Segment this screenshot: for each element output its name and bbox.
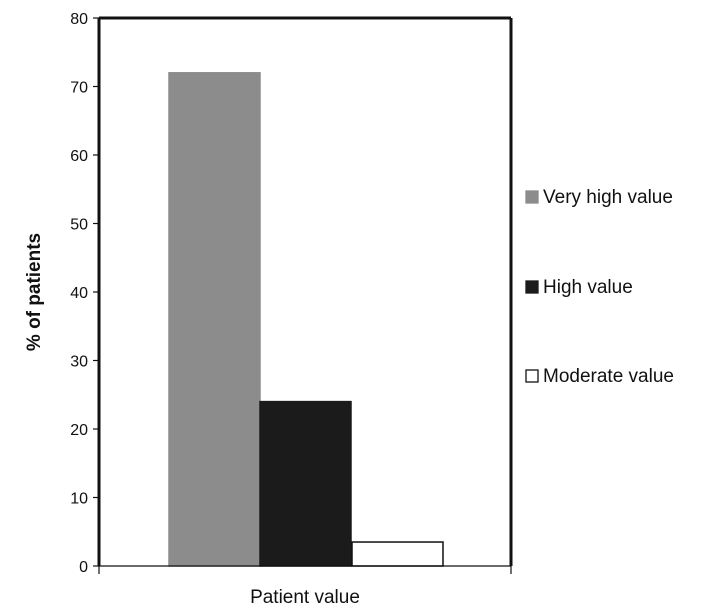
y-tick-label: 80: [70, 11, 88, 28]
legend-label-very-high-value: Very high value: [543, 187, 673, 208]
y-tick-label: 60: [70, 148, 88, 165]
y-tick-label: 40: [70, 285, 88, 302]
bar-moderate-value: [351, 541, 444, 567]
bars-group: [168, 72, 444, 567]
y-tick-label: 50: [70, 217, 88, 234]
x-axis-title: Patient value: [250, 587, 360, 608]
y-ticks-group: 0 10 20 30 40 50 60 70 80: [70, 11, 99, 576]
legend-swatch-very-high-value: [525, 190, 539, 204]
legend-swatch-moderate-value: [525, 369, 539, 383]
legend: Very high value High value Moderate value: [525, 187, 674, 387]
y-axis-title: % of patients: [24, 233, 45, 351]
y-tick-label: 0: [79, 559, 88, 576]
y-tick-label: 20: [70, 422, 88, 439]
legend-swatch-high-value: [525, 280, 539, 294]
bar-very-high-value: [168, 72, 261, 567]
bar-high-value: [259, 400, 352, 567]
y-tick-label: 10: [70, 491, 88, 508]
legend-label-moderate-value: Moderate value: [543, 366, 674, 387]
legend-label-high-value: High value: [543, 277, 633, 298]
y-tick-label: 30: [70, 354, 88, 371]
y-tick-label: 70: [70, 80, 88, 97]
